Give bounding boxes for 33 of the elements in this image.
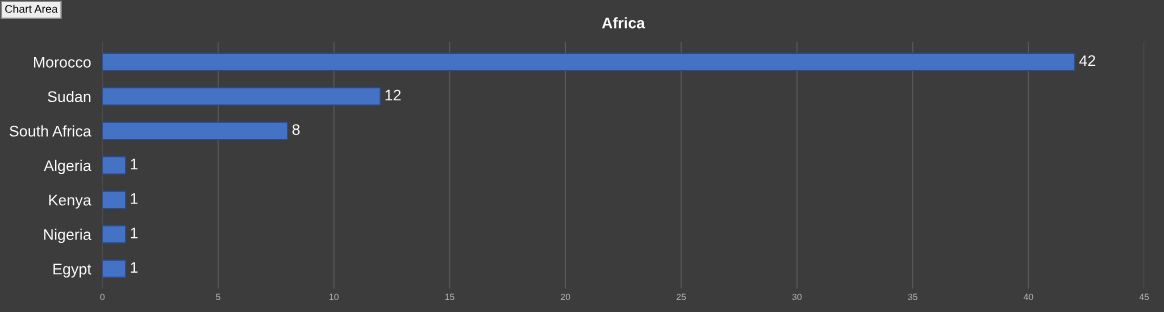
x-tick-label: 10 [329,293,339,301]
text: Chart Area [5,4,58,13]
y-tick-label: Sudan [47,90,91,103]
x-tick-label: 20 [560,293,571,301]
y-tick-label: Egypt [53,263,92,278]
data-label: 1 [130,227,138,239]
data-label: 8 [292,124,300,135]
x-tick-label: 15 [445,293,455,301]
bar [102,225,127,244]
x-tick-label: 25 [676,293,686,301]
x-tick-label: 5 [216,293,221,301]
x-tick-label: 35 [908,293,918,301]
bar [102,259,127,278]
x-tick-label: 45 [1139,293,1149,301]
x-tick-label: 0 [100,293,105,301]
data-label: 1 [130,193,138,204]
bar [102,87,381,106]
y-tick-label: South Africa [9,125,92,137]
data-label: 42 [1079,55,1096,66]
y-tick-label: Kenya [49,194,92,209]
bar [102,156,127,175]
data-label: 1 [130,158,138,170]
y-tick-label: Nigeria [44,228,92,244]
x-tick-label: 30 [792,293,802,301]
chart-title: Africa [602,17,646,29]
bar [102,190,127,210]
y-tick-label: Algeria [43,159,92,175]
data-label: 1 [130,262,138,273]
bar [102,121,289,141]
bar [102,52,1076,72]
data-label: 12 [385,89,401,101]
x-tick-label: 40 [1023,293,1034,301]
y-tick-label: Morocco [34,56,91,68]
